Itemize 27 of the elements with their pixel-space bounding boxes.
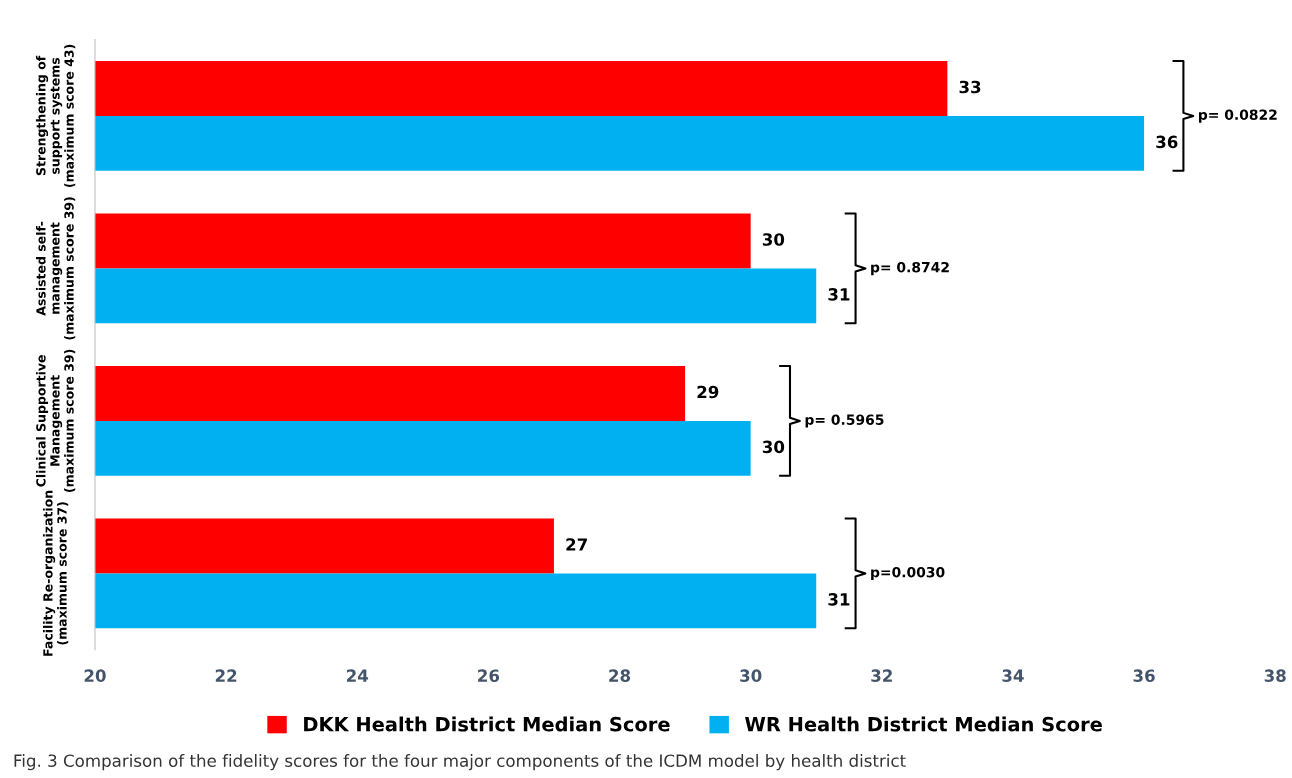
annotation: p=0.0030 bbox=[871, 566, 945, 581]
annotation: p= 0.0822 bbox=[1199, 109, 1277, 123]
data-label: 30 bbox=[762, 440, 785, 454]
annotation: p= 0.8742 bbox=[871, 261, 949, 276]
data-label: 36 bbox=[1156, 135, 1178, 149]
x-tick-label: 30 bbox=[740, 669, 762, 682]
caption: Fig. 3 Comparison of the fidelity scores for the four major components of the ICDM model by health district bbox=[14, 754, 906, 771]
legend-label: DKK Health District Median Score bbox=[304, 716, 670, 732]
x-tick-label: 36 bbox=[1133, 669, 1155, 682]
data-label: 27 bbox=[566, 538, 587, 551]
x-tick-label: 22 bbox=[215, 669, 237, 682]
data-label: 31 bbox=[828, 288, 850, 301]
x-tick-label: 28 bbox=[609, 669, 631, 682]
data-label: 29 bbox=[697, 385, 719, 399]
x-tick-label: 20 bbox=[84, 669, 106, 682]
annotation: p= 0.5965 bbox=[805, 414, 884, 428]
y-tick-label: Strengthening of support systems (maximum score 43) bbox=[35, 44, 76, 188]
legend-label: WR Health District Median Score bbox=[745, 716, 1102, 732]
x-tick-label: 38 bbox=[1264, 669, 1286, 682]
x-tick-label: 34 bbox=[1002, 669, 1024, 682]
data-label: 30 bbox=[762, 233, 785, 246]
data-label: 33 bbox=[959, 80, 981, 94]
x-tick-label: 26 bbox=[478, 669, 500, 682]
x-tick-label: 32 bbox=[871, 669, 892, 682]
x-tick-label: 24 bbox=[346, 669, 369, 682]
y-tick-label: Assisted self- management (maximum score 39) bbox=[35, 197, 76, 340]
data-label: 31 bbox=[828, 593, 850, 606]
